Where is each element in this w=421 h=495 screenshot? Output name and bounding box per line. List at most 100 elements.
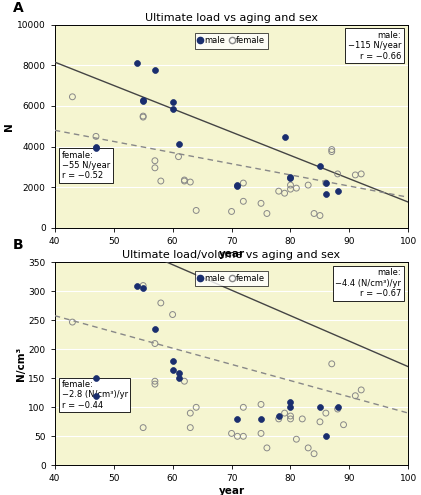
Point — [228, 207, 235, 215]
Point — [305, 181, 312, 189]
Point — [140, 112, 147, 120]
Point — [169, 105, 176, 113]
Point — [152, 340, 158, 347]
Point — [264, 209, 270, 217]
Point — [152, 377, 158, 385]
Point — [93, 144, 99, 151]
Point — [152, 380, 158, 388]
Point — [175, 374, 182, 382]
Point — [352, 392, 359, 399]
Point — [328, 146, 335, 153]
Point — [311, 209, 317, 217]
Point — [152, 164, 158, 172]
Point — [358, 386, 365, 394]
Point — [328, 360, 335, 368]
Point — [322, 190, 329, 198]
Point — [140, 282, 147, 290]
Point — [152, 157, 158, 165]
Point — [169, 98, 176, 106]
Point — [140, 424, 147, 432]
Point — [187, 178, 194, 186]
X-axis label: year: year — [218, 248, 245, 258]
Point — [293, 435, 300, 443]
Point — [287, 403, 294, 411]
Point — [193, 403, 200, 411]
Point — [258, 430, 264, 438]
Point — [93, 392, 99, 399]
Title: Ultimate load/volume vs aging and sex: Ultimate load/volume vs aging and sex — [123, 250, 341, 260]
Point — [181, 176, 188, 184]
Point — [240, 403, 247, 411]
Point — [317, 162, 323, 170]
Point — [152, 66, 158, 74]
Point — [93, 374, 99, 382]
Point — [264, 444, 270, 452]
Point — [69, 318, 76, 326]
Point — [317, 418, 323, 426]
Text: female:
−2.8 (N/cm³)/yr
r = −0.44: female: −2.8 (N/cm³)/yr r = −0.44 — [62, 380, 128, 410]
Point — [334, 187, 341, 195]
Point — [234, 432, 241, 440]
Point — [258, 199, 264, 207]
Point — [234, 415, 241, 423]
Point — [287, 181, 294, 189]
Point — [317, 403, 323, 411]
Text: B: B — [13, 239, 23, 252]
Point — [134, 282, 141, 290]
Point — [287, 397, 294, 405]
Point — [175, 369, 182, 377]
Point — [275, 412, 282, 420]
Point — [322, 432, 329, 440]
Title: Ultimate load vs aging and sex: Ultimate load vs aging and sex — [145, 12, 318, 23]
Point — [187, 424, 194, 432]
Point — [352, 171, 359, 179]
Point — [140, 96, 147, 104]
Point — [334, 170, 341, 178]
Point — [358, 170, 365, 178]
Point — [281, 134, 288, 142]
Point — [140, 285, 147, 293]
Point — [240, 179, 247, 187]
Y-axis label: N: N — [4, 122, 14, 131]
Point — [169, 366, 176, 374]
Point — [234, 182, 241, 190]
Legend: male, female: male, female — [195, 33, 268, 49]
Point — [275, 187, 282, 195]
Point — [311, 450, 317, 458]
Point — [287, 173, 294, 181]
Point — [293, 184, 300, 192]
Point — [181, 377, 188, 385]
Legend: male, female: male, female — [195, 271, 268, 286]
Point — [228, 430, 235, 438]
Text: A: A — [13, 1, 24, 15]
Point — [275, 415, 282, 423]
Point — [93, 143, 99, 150]
Point — [175, 152, 182, 160]
Point — [287, 415, 294, 423]
Point — [328, 148, 335, 155]
Point — [240, 198, 247, 205]
Point — [240, 432, 247, 440]
Point — [287, 174, 294, 182]
Point — [281, 409, 288, 417]
Point — [193, 206, 200, 214]
Point — [181, 177, 188, 185]
Point — [169, 357, 176, 365]
Point — [169, 310, 176, 318]
Point — [175, 141, 182, 148]
Point — [234, 181, 241, 189]
Point — [69, 93, 76, 101]
Point — [340, 421, 347, 429]
Point — [305, 444, 312, 452]
Text: female:
−55 N/year
r = −0.52: female: −55 N/year r = −0.52 — [62, 150, 110, 180]
Point — [281, 189, 288, 197]
Point — [140, 97, 147, 105]
Text: male:
−115 N/year
r = −0.66: male: −115 N/year r = −0.66 — [348, 31, 401, 61]
Point — [287, 412, 294, 420]
Text: male:
−4.4 (N/cm³)/yr
r = −0.67: male: −4.4 (N/cm³)/yr r = −0.67 — [335, 268, 401, 298]
Point — [157, 299, 164, 307]
Point — [322, 409, 329, 417]
Point — [187, 409, 194, 417]
Point — [287, 185, 294, 193]
Point — [157, 177, 164, 185]
